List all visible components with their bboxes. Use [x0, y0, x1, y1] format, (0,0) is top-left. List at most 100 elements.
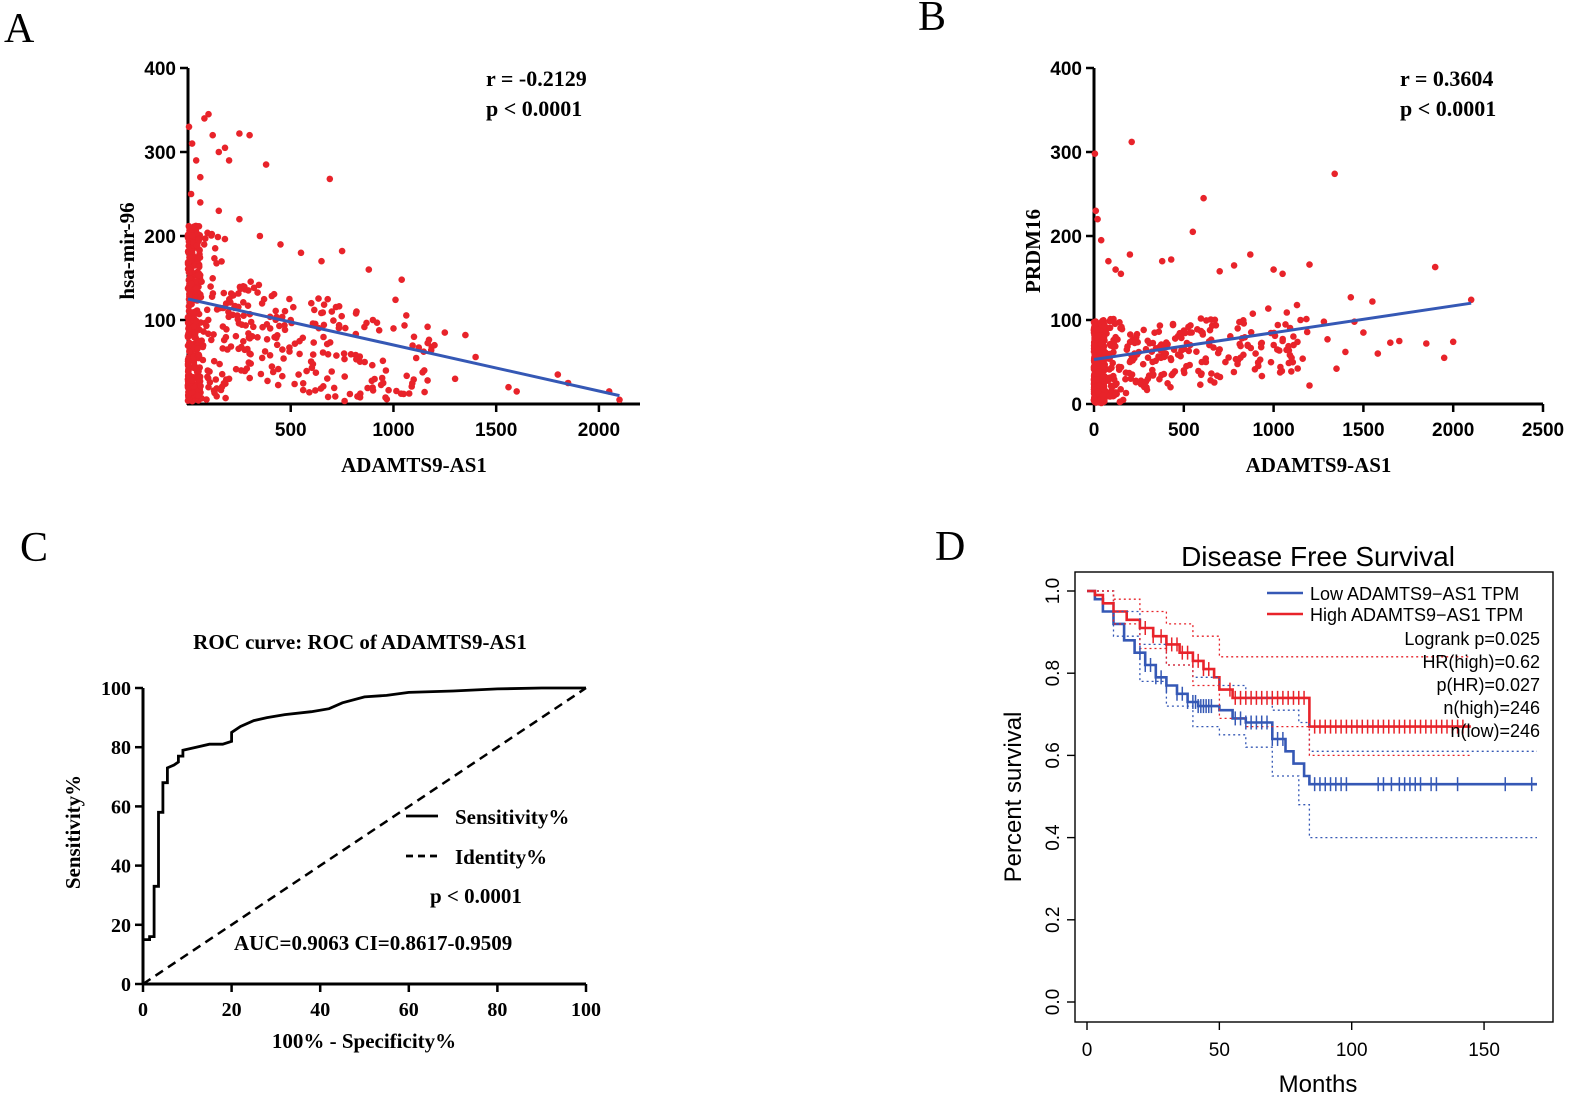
- data-point: [330, 384, 338, 392]
- data-point: [1125, 369, 1133, 377]
- data-point: [1126, 251, 1134, 258]
- data-point: [335, 303, 343, 310]
- data-point: [1146, 340, 1153, 347]
- data-point: [1283, 309, 1291, 316]
- y-tick-label: 80: [111, 737, 131, 759]
- data-point: [247, 278, 254, 286]
- data-point: [1230, 262, 1238, 269]
- data-point: [379, 357, 387, 365]
- data-point: [286, 295, 293, 303]
- data-point: [1198, 370, 1205, 377]
- data-point: [1177, 352, 1184, 360]
- data-point: [554, 371, 562, 378]
- data-point: [378, 374, 386, 382]
- data-point: [277, 241, 284, 248]
- data-point: [1276, 347, 1283, 354]
- confidence-band-line: [1087, 590, 1537, 752]
- data-point: [295, 371, 302, 378]
- data-point: [1236, 340, 1243, 348]
- data-point: [1180, 367, 1188, 374]
- data-point: [320, 333, 327, 341]
- stat-r: r = 0.3604: [1400, 66, 1493, 91]
- data-point: [1116, 319, 1123, 326]
- data-point: [187, 190, 195, 198]
- data-point: [220, 336, 228, 344]
- data-point: [1244, 341, 1251, 349]
- data-point: [291, 340, 299, 348]
- y-tick-label: 0.8: [1043, 660, 1064, 686]
- data-point: [188, 377, 196, 384]
- data-point: [383, 395, 391, 403]
- data-point: [1140, 383, 1148, 391]
- data-point: [1293, 301, 1301, 309]
- data-point: [365, 266, 373, 273]
- data-point: [273, 341, 281, 349]
- data-point: [1423, 340, 1430, 347]
- data-point: [208, 336, 215, 344]
- data-point: [312, 369, 320, 377]
- data-point: [184, 397, 192, 405]
- y-axis-label: Sensitivity%: [61, 775, 85, 889]
- data-point: [281, 322, 288, 329]
- data-point: [1160, 370, 1168, 378]
- data-point: [375, 327, 383, 334]
- x-axis-label: Months: [1279, 1071, 1358, 1098]
- data-point: [194, 345, 201, 352]
- data-point: [209, 275, 216, 282]
- data-point: [462, 331, 469, 339]
- data-point: [1091, 395, 1098, 403]
- data-point: [1102, 349, 1109, 356]
- x-tick-label: 50: [1209, 1040, 1230, 1061]
- x-tick-label: 100: [1336, 1040, 1368, 1061]
- data-point: [1198, 358, 1206, 366]
- data-point: [324, 351, 332, 358]
- data-point: [211, 245, 219, 252]
- data-point: [1155, 353, 1162, 360]
- data-point: [213, 306, 221, 313]
- data-point: [1155, 328, 1163, 336]
- y-tick-label: 200: [1050, 227, 1082, 248]
- data-point: [1431, 263, 1439, 271]
- data-point: [361, 358, 369, 366]
- data-point: [184, 314, 192, 322]
- data-point: [260, 295, 268, 303]
- data-point: [1133, 330, 1141, 338]
- data-point: [1288, 368, 1295, 375]
- data-point: [1114, 336, 1121, 343]
- data-point: [246, 335, 254, 342]
- data-point: [1347, 294, 1355, 301]
- data-point: [324, 393, 332, 401]
- data-point: [237, 367, 245, 374]
- data-point: [308, 364, 316, 372]
- data-point: [209, 131, 216, 139]
- stat-p: p < 0.0001: [486, 96, 582, 121]
- y-tick-label: 60: [111, 796, 131, 818]
- data-point: [204, 367, 211, 374]
- data-point: [186, 269, 193, 277]
- y-tick-label: 0: [1071, 395, 1082, 416]
- data-point: [1257, 340, 1265, 347]
- data-point: [274, 381, 282, 389]
- legend-label-low: Low ADAMTS9−AS1 TPM: [1310, 584, 1519, 604]
- data-point: [1285, 359, 1293, 367]
- data-point: [193, 317, 200, 325]
- y-tick-label: 300: [1050, 143, 1082, 164]
- data-point: [215, 148, 223, 156]
- data-point: [1185, 323, 1192, 331]
- data-point: [205, 383, 212, 391]
- data-point: [263, 336, 271, 343]
- data-point: [379, 379, 387, 387]
- data-point: [286, 344, 293, 351]
- data-point: [1208, 322, 1216, 330]
- data-point: [1169, 321, 1177, 329]
- data-point: [198, 278, 205, 286]
- data-point: [255, 281, 263, 289]
- data-point: [1200, 194, 1207, 202]
- data-point: [1144, 354, 1152, 362]
- data-point: [320, 301, 328, 309]
- data-point: [1092, 207, 1100, 215]
- data-point: [243, 365, 251, 372]
- y-tick-label: 100: [144, 311, 176, 332]
- x-tick-label: 60: [399, 999, 419, 1021]
- data-point: [353, 356, 360, 363]
